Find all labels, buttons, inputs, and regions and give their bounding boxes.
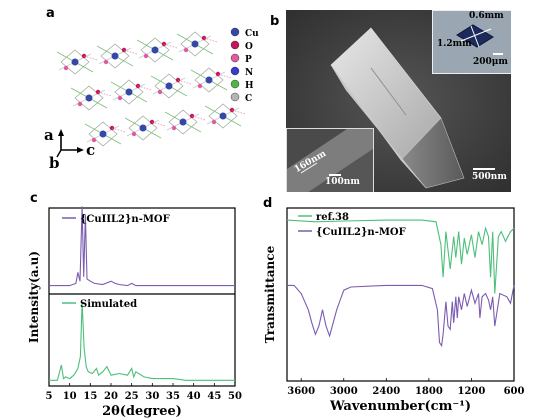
lattice-atom-cu xyxy=(151,46,159,54)
legend-label-c: C xyxy=(245,94,252,104)
xrd-legend-simulated: Simulated xyxy=(80,299,137,310)
optical-scale-label: 200μm xyxy=(473,57,508,67)
lattice-atom-cu xyxy=(219,112,227,120)
xrd-series-simulated xyxy=(49,302,235,381)
lattice-atom-p xyxy=(103,59,109,65)
xrd-tick-45: 45 xyxy=(207,391,221,402)
zoom-scale-label: 100nm xyxy=(325,177,360,187)
panel-label-a: a xyxy=(46,6,55,21)
ftir-legend-ref38: ref.38 xyxy=(316,212,349,223)
axis-a-label: a xyxy=(44,126,54,144)
ftir-tick-3600: 3600 xyxy=(287,386,315,397)
crystal-width-label: 0.6mm xyxy=(469,11,504,21)
lattice-atom-o xyxy=(161,41,167,47)
lattice-atom-p xyxy=(117,95,123,101)
xrd-tick-25: 25 xyxy=(125,391,139,402)
lattice-atom-p xyxy=(77,101,83,107)
ftir-frame xyxy=(286,207,515,382)
lattice-atom-p xyxy=(131,131,137,137)
lattice-atom-p xyxy=(197,83,203,89)
sem-image: 0.6mm 1.2mm 200μm 160nm 100nm 500nm xyxy=(286,10,511,192)
lattice-atom-o xyxy=(121,47,127,53)
ftir-xlabel: Wavenumber(cm⁻¹) xyxy=(329,399,471,414)
lattice-atom-p xyxy=(211,119,217,125)
lattice-atom-cu xyxy=(205,76,213,84)
lattice-atom-cu xyxy=(125,88,133,96)
lattice-atom-cu xyxy=(85,94,93,102)
xrd-chart: 5 10 15 20 25 30 35 40 45 50 2θ(degree) Intensity(a… xyxy=(27,206,242,418)
xrd-tick-50: 50 xyxy=(228,391,242,402)
lattice-atom-cu xyxy=(71,58,79,66)
crystal-front-face xyxy=(330,64,427,189)
legend-label-n: N xyxy=(245,68,253,78)
axis-c-label: c xyxy=(86,141,95,159)
legend-atom-p xyxy=(230,53,240,63)
main-scale-label: 500nm xyxy=(472,172,507,182)
lattice-atom-cu xyxy=(139,124,147,132)
ftir-series-ref38 xyxy=(286,219,515,294)
ftir-legend-mof: {CuIIL2}n-MOF xyxy=(316,227,406,238)
panel-label-c: c xyxy=(30,191,38,206)
ftir-tick-3000: 3000 xyxy=(330,386,358,397)
crystal-lattice-network xyxy=(56,31,246,147)
lattice-atom-p xyxy=(143,53,149,59)
xrd-frame xyxy=(48,207,236,387)
crystal-length-label: 1.2mm xyxy=(437,39,472,49)
axis-b-label: b xyxy=(49,154,60,172)
ftir-tick-1800: 1800 xyxy=(415,386,443,397)
xrd-tick-40: 40 xyxy=(187,391,201,402)
ftir-tick-1200: 1200 xyxy=(458,386,486,397)
xrd-tick-15: 15 xyxy=(83,391,97,402)
lattice-atom-p xyxy=(171,125,177,131)
lattice-atom-cu xyxy=(111,52,119,60)
xrd-tick-35: 35 xyxy=(166,391,180,402)
xrd-tick-5: 5 xyxy=(46,391,53,402)
optical-inset: 0.6mm 1.2mm 200μm xyxy=(432,10,511,74)
ftir-chart: 3600 3000 2400 1800 1200 600 Wavenumber(cm⁻¹) T… xyxy=(263,207,525,414)
panel-label-b: b xyxy=(270,14,280,29)
ftir-series-mof xyxy=(287,284,515,348)
unit-cell-axes: a b c xyxy=(44,126,95,172)
legend-atom-h xyxy=(230,79,240,89)
xrd-tick-30: 30 xyxy=(145,391,159,402)
lattice-atom-cu xyxy=(191,40,199,48)
legend-atom-c xyxy=(230,92,240,102)
lattice-atom-p xyxy=(63,65,69,71)
zoom-inset: 160nm 100nm xyxy=(286,128,374,192)
legend-atom-o xyxy=(230,40,240,50)
ftir-ylabel: Transmittance xyxy=(263,245,277,343)
xrd-xlabel: 2θ(degree) xyxy=(102,404,182,418)
legend-atom-n xyxy=(230,66,240,76)
lattice-atom-cu xyxy=(99,130,107,138)
legend-label-p: P xyxy=(245,55,252,65)
legend-label-h: H xyxy=(245,81,254,91)
lattice-atom-cu xyxy=(179,118,187,126)
lattice-atom-cu xyxy=(165,82,173,90)
lattice-atom-p xyxy=(157,89,163,95)
xrd-tick-20: 20 xyxy=(104,391,118,402)
xrd-tick-10: 10 xyxy=(63,391,77,402)
legend-label-cu: Cu xyxy=(245,29,259,39)
xrd-series-mof xyxy=(49,206,235,287)
legend-label-o: O xyxy=(245,42,253,52)
ftir-tick-2400: 2400 xyxy=(372,386,400,397)
panel-label-d: d xyxy=(263,196,273,211)
xrd-ylabel: Intensity(a.u) xyxy=(27,251,41,343)
lattice-atom-p xyxy=(91,137,97,143)
legend-atom-cu xyxy=(230,27,240,37)
xrd-legend-mof: {CuIIL2}n-MOF xyxy=(80,214,170,225)
lattice-atom-p xyxy=(183,47,189,53)
ftir-tick-600: 600 xyxy=(504,386,525,397)
main-scale-bar xyxy=(473,168,495,170)
